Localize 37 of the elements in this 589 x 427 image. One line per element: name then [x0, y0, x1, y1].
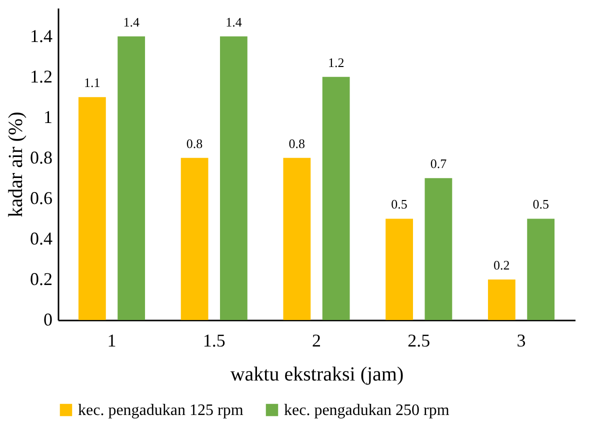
x-tick-label: 3 — [516, 330, 526, 350]
x-tick-label: 2 — [312, 330, 321, 350]
data-label: 0.8 — [186, 136, 203, 151]
legend-label: kec. pengadukan 250 rpm — [284, 402, 450, 419]
data-label: 1.4 — [226, 14, 242, 30]
data-label: 0.5 — [391, 196, 408, 212]
data-label: 1.4 — [123, 14, 140, 30]
data-label: 1.2 — [328, 54, 344, 70]
bar — [322, 76, 350, 320]
y-tick-label: 1.2 — [30, 66, 52, 86]
data-label: 0.8 — [288, 136, 306, 151]
bar — [488, 279, 516, 320]
y-tick-label: 1 — [44, 106, 52, 127]
bar — [180, 158, 208, 320]
data-label: 1.1 — [84, 75, 100, 90]
data-label: 0.2 — [494, 257, 510, 272]
y-axis-title: kadar air (%) — [5, 112, 27, 218]
x-tick-label: 1 — [107, 330, 116, 350]
y-tick-label: 0.2 — [30, 268, 52, 289]
x-tick-label: 1.5 — [202, 330, 226, 350]
x-tick-label: 2.5 — [408, 330, 430, 350]
data-label: 0.7 — [430, 156, 448, 172]
y-tick-label: 0 — [44, 310, 52, 330]
bar — [118, 36, 146, 320]
bar — [220, 36, 248, 320]
y-tick-label: 0.8 — [30, 147, 52, 168]
y-tick-label: 1.4 — [30, 26, 52, 46]
bar — [527, 218, 555, 320]
bar — [78, 97, 106, 320]
bar — [386, 218, 414, 320]
bar — [424, 178, 452, 320]
x-axis-title: waktu ekstraksi (jam) — [230, 364, 404, 386]
legend-label: kec. pengadukan 125 rpm — [78, 402, 244, 419]
y-tick-label: 0.4 — [30, 228, 52, 248]
y-tick-label: 0.6 — [30, 188, 52, 208]
bar — [283, 158, 311, 320]
data-label: 0.5 — [532, 196, 549, 212]
